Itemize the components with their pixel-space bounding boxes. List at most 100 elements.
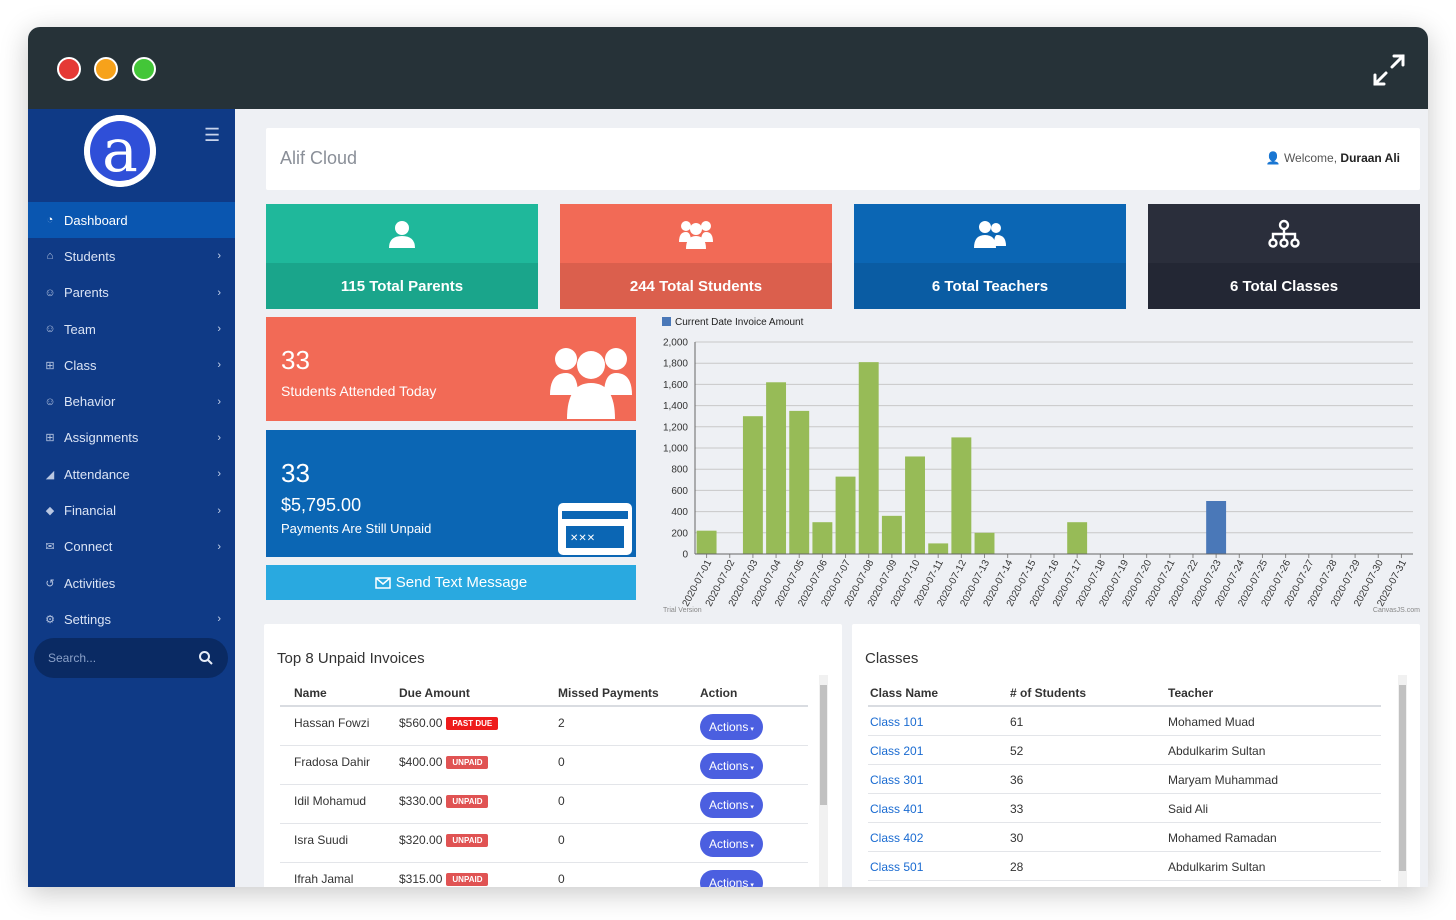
invoice-action-cell: Actions ▾	[700, 784, 808, 824]
sidebar-item-students[interactable]: ⌂ Students ›	[28, 238, 235, 274]
sidebar-item-team[interactable]: ☺ Team ›	[28, 311, 235, 347]
main-content: Alif Cloud 👤 Welcome, Duraan Ali 115 Tot…	[235, 109, 1428, 887]
chevron-right-icon: ›	[217, 613, 221, 626]
sidebar-item-behavior[interactable]: ☺ Behavior ›	[28, 383, 235, 419]
logo-letter: a	[102, 116, 138, 186]
sidebar-item-label: Behavior	[64, 394, 116, 410]
sidebar-item-financial[interactable]: ◆ Financial ›	[28, 492, 235, 528]
actions-button[interactable]: Actions ▾	[700, 791, 763, 818]
invoice-missed: 0	[558, 745, 700, 785]
payments-card[interactable]: 33 $5,795.00 Payments Are Still Unpaid ✕…	[266, 430, 636, 557]
chart-bar	[812, 522, 833, 554]
class-name-link[interactable]: Class 501	[868, 851, 1010, 881]
class-name-link[interactable]: Class 101	[868, 706, 1010, 736]
sidebar-item-label: Dashboard	[64, 212, 128, 228]
unpaid-label: Payments Are Still Unpaid	[281, 521, 432, 536]
chart-bar	[881, 515, 902, 554]
class-students: 52	[1010, 735, 1168, 765]
invoice-action-cell: Actions ▾	[700, 823, 808, 863]
sidebar-item-settings[interactable]: ⚙ Settings ›	[28, 601, 235, 637]
fullscreen-icon[interactable]	[1372, 53, 1406, 87]
invoice-amount: $400.00	[399, 754, 443, 769]
stat-card-students[interactable]: 244 Total Students	[560, 204, 832, 309]
app-logo[interactable]: a	[84, 115, 156, 187]
sidebar-item-assignments[interactable]: ⊞ Assignments ›	[28, 420, 235, 456]
sidebar-item-activities[interactable]: ↺ Activities	[28, 565, 235, 601]
sidebar-search[interactable]: Search...	[34, 638, 228, 678]
unpaid-amount: $5,795.00	[281, 495, 362, 515]
minimize-window-button[interactable]	[94, 57, 118, 81]
invoice-missed: 0	[558, 784, 700, 824]
y-tick-label: 800	[671, 465, 688, 476]
actions-button[interactable]: Actions ▾	[700, 830, 763, 857]
sidebar-item-attendance[interactable]: ◢ Attendance ›	[28, 456, 235, 492]
class-name-link[interactable]: Class 201	[868, 735, 1010, 765]
stat-teachers-label: 6 Total Teachers	[854, 263, 1126, 309]
class-teacher: Mohamed Muad	[1168, 706, 1381, 736]
invoices-scrollbar[interactable]	[819, 675, 828, 887]
invoice-missed: 0	[558, 862, 700, 887]
close-window-button[interactable]	[57, 57, 81, 81]
stat-classes-label: 6 Total Classes	[1148, 263, 1420, 309]
invoice-amount-cell: $400.00 UNPAID	[399, 745, 558, 785]
invoice-action-cell: Actions ▾	[700, 745, 808, 785]
attendance-label: Students Attended Today	[281, 383, 437, 399]
sidebar-item-dashboard[interactable]: ◔ Dashboard	[28, 202, 235, 239]
stat-card-classes[interactable]: 6 Total Classes	[1148, 204, 1420, 309]
table-row: Class 101 61 Mohamed Muad	[868, 706, 1381, 736]
app-window: a ☰ ◔ Dashboard ⌂ Students › ☺ Parents › ☺ Team › ⊞…	[28, 27, 1428, 887]
chevron-right-icon: ›	[217, 431, 221, 444]
stat-card-teachers[interactable]: 6 Total Teachers	[854, 204, 1126, 309]
search-input[interactable]: Search...	[48, 651, 97, 665]
credit-card-icon: ✕✕✕	[558, 503, 632, 555]
class-name-link[interactable]: Class 301	[868, 764, 1010, 794]
chart-bar	[905, 456, 925, 554]
y-tick-label: 2,000	[663, 338, 688, 349]
actions-button[interactable]: Actions ▾	[700, 752, 763, 779]
attendance-card[interactable]: 33 Students Attended Today	[266, 317, 636, 421]
y-tick-label: 1,400	[663, 401, 688, 412]
classes-scrollbar[interactable]	[1398, 675, 1407, 887]
actions-button[interactable]: Actions ▾	[700, 869, 763, 887]
search-icon[interactable]	[198, 650, 214, 666]
envelope-icon: ✉	[45, 541, 55, 554]
chart-bar	[835, 476, 856, 554]
area-chart-icon: ◢	[45, 468, 55, 481]
chart-watermark-left: Trial Version	[663, 607, 702, 614]
chevron-right-icon: ›	[217, 250, 221, 263]
actions-button[interactable]: Actions ▾	[700, 714, 763, 740]
invoices-scroll-thumb[interactable]	[820, 685, 827, 805]
class-name-link[interactable]: Class 402	[868, 822, 1010, 852]
chart-bar	[928, 543, 949, 554]
stat-card-parents[interactable]: 115 Total Parents	[266, 204, 538, 309]
table-row: Class 401 33 Said Ali	[868, 793, 1381, 823]
menu-toggle-button[interactable]: ☰	[204, 125, 221, 145]
sidebar-item-parents[interactable]: ☺ Parents ›	[28, 275, 235, 311]
sidebar-item-label: Activities	[64, 575, 116, 591]
chevron-right-icon: ›	[217, 395, 221, 408]
col-header-teacher: Teacher	[1168, 680, 1381, 707]
table-row: Class 201 52 Abdulkarim Sultan	[868, 735, 1381, 765]
classes-scroll-thumb[interactable]	[1399, 685, 1406, 871]
status-badge: UNPAID	[446, 833, 489, 847]
invoice-name: Idil Mohamud	[280, 784, 399, 824]
svg-text:✕✕✕: ✕✕✕	[570, 533, 595, 544]
welcome-user[interactable]: 👤 Welcome, Duraan Ali	[1266, 151, 1400, 165]
attendance-count: 33	[281, 345, 310, 375]
actions-label: Actions	[709, 720, 749, 734]
sidebar-item-class[interactable]: ⊞ Class ›	[28, 347, 235, 383]
send-text-message-label: Send Text Message	[395, 574, 528, 591]
actions-label: Actions	[709, 836, 749, 851]
maximize-window-button[interactable]	[132, 57, 156, 81]
dashboard-icon: ◔	[46, 214, 54, 227]
col-header-action: Action	[700, 680, 808, 707]
invoice-chart: Current Date Invoice Amount 0 200 400 600 800…	[662, 317, 1420, 614]
sidebar-item-connect[interactable]: ✉ Connect ›	[28, 529, 235, 565]
invoice-action-cell: Actions ▾	[700, 862, 808, 887]
class-students: 61	[1010, 706, 1168, 736]
tag-icon: ◆	[45, 505, 55, 518]
table-row: Hassan Fowzi $560.00 PAST DUE 2 Actions ▾	[280, 706, 808, 746]
class-name-link[interactable]: Class 401	[868, 793, 1010, 823]
invoice-name: Isra Suudi	[280, 823, 399, 863]
send-text-message-button[interactable]: Send Text Message	[266, 565, 636, 600]
